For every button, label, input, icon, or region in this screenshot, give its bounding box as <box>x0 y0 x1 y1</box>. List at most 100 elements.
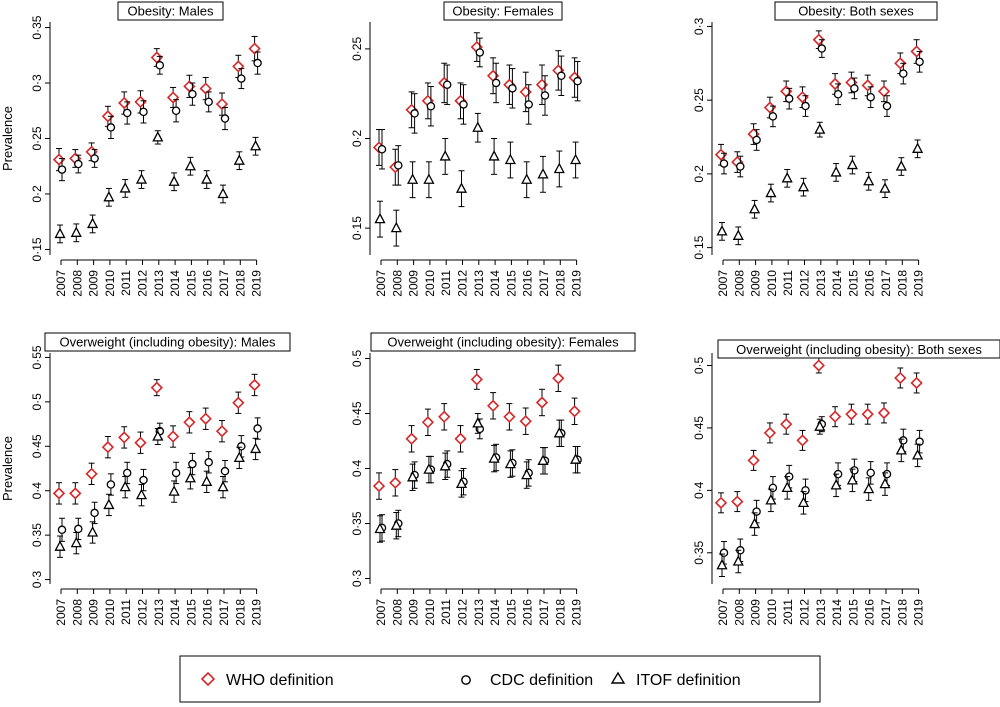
x-tick-label: 2012 <box>456 599 470 626</box>
point-cdc <box>882 101 892 111</box>
y-tick-label: 0·4 <box>30 482 44 500</box>
point-itof <box>374 212 386 224</box>
x-tick-label: 2016 <box>521 599 535 626</box>
x-tick-label: 2014 <box>830 270 844 297</box>
point-itof <box>472 417 484 428</box>
point-itof <box>201 173 213 184</box>
point-cdc <box>768 483 778 493</box>
series-cdc <box>57 51 262 182</box>
point-itof <box>250 442 262 454</box>
point-itof <box>504 153 516 165</box>
point-cdc <box>377 145 387 154</box>
x-tick-label: 2018 <box>233 599 247 626</box>
panel-title: Overweight (including obesity): Females <box>387 335 619 350</box>
point-who <box>486 399 500 412</box>
x-tick-label: 2011 <box>781 599 795 625</box>
x-tick-label: 2017 <box>537 270 551 297</box>
point-itof <box>472 121 484 132</box>
legend-cdc-marker <box>461 675 471 685</box>
y-tick-label: 0·45 <box>30 434 44 458</box>
x-tick-label: 2015 <box>184 270 198 297</box>
point-itof <box>814 123 826 134</box>
x-tick-label: 2009 <box>749 270 763 297</box>
point-itof <box>863 482 875 494</box>
x-tick-label: 2019 <box>912 599 926 626</box>
point-cdc <box>394 161 403 170</box>
x-tick-label: 2007 <box>374 599 388 626</box>
series-itof <box>374 112 582 247</box>
series-who <box>714 357 923 514</box>
x-tick-label: 2010 <box>765 270 779 297</box>
point-cdc <box>817 44 827 53</box>
legend-itof-marker <box>610 671 626 684</box>
x-tick-label: 2012 <box>456 270 470 297</box>
x-tick-label: 2012 <box>136 270 150 297</box>
panel-title-box <box>717 339 1000 359</box>
y-tick-label: 0·15 <box>30 237 44 261</box>
point-who <box>894 371 907 385</box>
point-cdc <box>106 123 116 132</box>
x-tick-label: 2009 <box>407 599 421 626</box>
x-tick-label: 2015 <box>504 270 518 297</box>
x-tick-label: 2015 <box>504 599 518 626</box>
point-itof <box>488 150 500 161</box>
y-tick-label: 0·45 <box>350 401 364 425</box>
point-itof <box>152 430 164 441</box>
x-tick-label: 2009 <box>749 599 763 626</box>
point-who <box>421 416 435 429</box>
point-cdc <box>220 114 230 123</box>
point-itof <box>830 166 842 177</box>
point-who <box>389 476 402 489</box>
panel-5: Overweight (including obesity): Females 0… <box>350 332 636 626</box>
panel-title: Obesity: Females <box>452 4 554 19</box>
x-tick-label: 2015 <box>184 599 198 626</box>
series-who <box>52 373 261 505</box>
point-itof <box>765 493 777 505</box>
panel-title-box <box>370 332 636 352</box>
x-tick-label: 2018 <box>233 270 247 297</box>
x-tick-label: 2008 <box>732 599 746 626</box>
x-tick-label: 2011 <box>439 599 453 625</box>
x-tick-label: 2016 <box>863 270 877 297</box>
panel-4: Overweight (including obesity): Males 0·3… <box>0 332 291 626</box>
point-cdc <box>475 48 485 57</box>
point-cdc <box>171 468 181 478</box>
point-itof <box>781 481 793 493</box>
point-cdc <box>850 84 859 93</box>
point-cdc <box>899 69 908 78</box>
point-who <box>503 410 516 423</box>
x-tick-label: 2008 <box>70 599 84 626</box>
point-cdc <box>204 97 213 107</box>
y-tick-label: 0·5 <box>30 393 44 411</box>
point-who <box>828 410 842 423</box>
point-cdc <box>57 165 67 174</box>
x-tick-label: 2018 <box>553 270 567 297</box>
point-cdc <box>237 442 246 451</box>
point-itof <box>217 480 229 492</box>
x-tick-label: 2013 <box>814 270 828 297</box>
x-tick-label: 2011 <box>439 270 453 296</box>
point-cdc <box>768 112 778 121</box>
x-tick-label: 2007 <box>54 599 68 626</box>
point-who <box>845 408 858 421</box>
point-cdc <box>74 159 83 169</box>
point-cdc <box>524 100 533 109</box>
x-tick-label: 2007 <box>54 270 68 297</box>
point-cdc <box>220 466 230 476</box>
point-who <box>438 410 451 423</box>
point-cdc <box>426 101 436 111</box>
point-itof <box>119 480 131 492</box>
panel-6: Overweight (including obesity): Both sex… <box>692 339 1000 626</box>
x-tick-label: 2009 <box>87 599 101 626</box>
point-itof <box>423 463 435 474</box>
x-tick-label: 2017 <box>537 599 551 626</box>
series-itof <box>374 413 582 543</box>
legend-box <box>179 655 821 703</box>
panel-title: Obesity: Both sexes <box>798 4 914 19</box>
point-cdc <box>573 76 582 86</box>
y-tick-label: 0·35 <box>30 523 44 547</box>
point-cdc <box>188 89 197 99</box>
x-tick-label: 2017 <box>217 599 231 626</box>
point-itof <box>749 202 761 214</box>
point-who <box>877 406 891 420</box>
